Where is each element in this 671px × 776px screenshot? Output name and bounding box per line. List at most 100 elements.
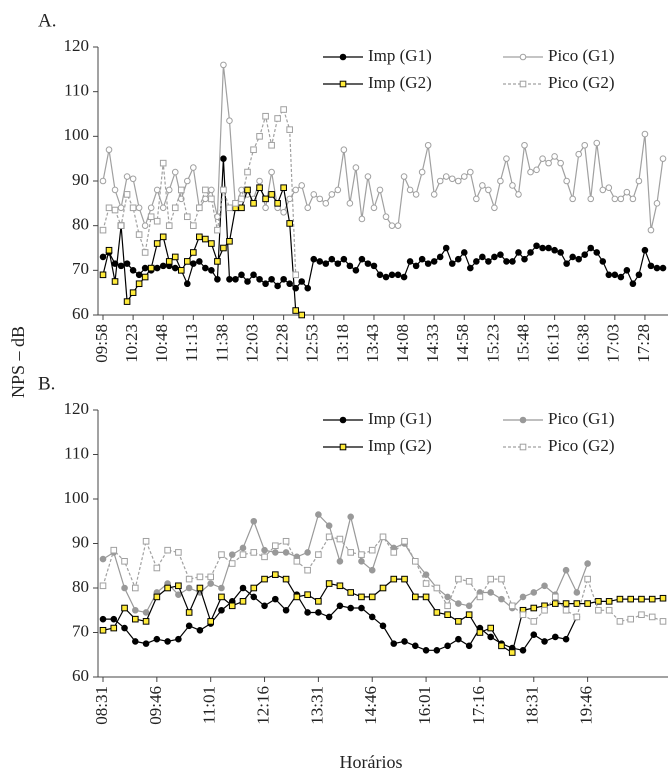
- data-marker: [635, 271, 643, 279]
- data-marker: [129, 289, 137, 296]
- data-marker: [184, 258, 191, 265]
- x-tick-label: 15:48: [513, 324, 532, 363]
- data-marker: [448, 175, 456, 183]
- data-marker: [552, 600, 559, 607]
- data-marker: [503, 155, 510, 162]
- data-marker: [406, 258, 414, 265]
- data-marker: [379, 584, 387, 592]
- data-marker: [509, 182, 516, 189]
- data-marker: [99, 271, 107, 279]
- data-marker: [190, 260, 197, 267]
- data-marker: [298, 311, 306, 319]
- data-marker: [261, 553, 268, 561]
- data-marker: [238, 204, 245, 212]
- data-marker: [135, 204, 143, 212]
- x-tick-label: 14:08: [393, 324, 412, 363]
- data-marker: [346, 262, 354, 270]
- data-marker: [562, 566, 570, 574]
- data-marker: [465, 602, 473, 610]
- legend-label: Imp (G2): [368, 436, 432, 455]
- data-marker: [286, 280, 293, 288]
- data-marker: [379, 533, 387, 541]
- data-marker: [653, 200, 661, 207]
- legend-item: Imp (G1): [323, 409, 432, 428]
- data-marker: [635, 177, 643, 185]
- data-marker: [292, 186, 299, 194]
- data-marker: [545, 159, 552, 167]
- data-marker: [336, 582, 344, 590]
- data-marker: [479, 253, 486, 261]
- data-marker: [422, 647, 430, 654]
- x-tick-label: 10:48: [152, 324, 171, 363]
- series-line: [102, 64, 664, 231]
- data-marker: [388, 271, 396, 279]
- legend-label: Pico (G1): [548, 46, 615, 65]
- panel-label: B.: [38, 373, 55, 394]
- data-marker: [129, 267, 137, 274]
- data-marker: [141, 273, 149, 281]
- data-marker: [218, 593, 225, 601]
- y-tick-label: 100: [64, 125, 90, 144]
- data-marker: [465, 578, 473, 585]
- data-marker: [515, 191, 522, 198]
- data-marker: [153, 217, 161, 225]
- data-marker: [293, 558, 301, 565]
- data-marker: [444, 642, 451, 650]
- data-marker: [617, 195, 625, 203]
- y-tick-label: 100: [64, 488, 90, 507]
- data-marker: [487, 575, 494, 583]
- data-marker: [282, 537, 290, 545]
- data-marker: [220, 155, 227, 162]
- data-marker: [358, 593, 365, 601]
- data-marker: [282, 606, 290, 614]
- data-marker: [298, 182, 306, 189]
- data-marker: [593, 249, 601, 256]
- data-marker: [256, 275, 263, 283]
- data-marker: [584, 600, 591, 607]
- data-marker: [575, 255, 582, 263]
- data-marker: [436, 253, 444, 261]
- data-marker: [557, 159, 564, 167]
- legend-item: Imp (G2): [323, 73, 432, 92]
- data-marker: [412, 593, 419, 601]
- data-marker: [262, 112, 269, 120]
- legend-label: Imp (G1): [368, 409, 432, 428]
- data-marker: [340, 255, 348, 263]
- data-marker: [575, 150, 582, 158]
- data-marker: [659, 264, 667, 272]
- data-marker: [368, 546, 376, 554]
- data-marker: [239, 544, 247, 552]
- x-tick-label: 16:01: [415, 686, 434, 725]
- x-tick-label: 10:23: [122, 324, 141, 363]
- legend-label: Imp (G2): [368, 73, 432, 92]
- data-marker: [196, 233, 203, 241]
- data-marker: [541, 606, 548, 614]
- series-line: [102, 513, 589, 614]
- data-marker: [226, 117, 233, 124]
- data-marker: [105, 246, 113, 254]
- data-marker: [659, 594, 667, 602]
- data-marker: [244, 168, 251, 176]
- legend-item: Pico (G1): [503, 409, 615, 428]
- data-marker: [595, 598, 602, 605]
- data-marker: [648, 613, 656, 621]
- data-marker: [220, 244, 227, 252]
- data-marker: [433, 647, 441, 654]
- data-marker: [272, 549, 279, 556]
- data-marker: [467, 168, 474, 176]
- data-marker: [232, 200, 239, 207]
- data-marker: [196, 584, 204, 592]
- data-marker: [315, 511, 322, 518]
- data-marker: [185, 575, 193, 583]
- data-marker: [132, 584, 139, 592]
- data-marker: [171, 264, 179, 272]
- data-marker: [142, 609, 150, 616]
- data-marker: [465, 642, 473, 650]
- data-marker: [244, 186, 251, 194]
- data-marker: [587, 195, 595, 203]
- data-marker: [629, 280, 637, 288]
- data-marker: [207, 618, 214, 625]
- data-marker: [202, 235, 209, 243]
- x-tick-label: 13:43: [363, 324, 382, 363]
- x-tick-label: 14:46: [361, 686, 380, 725]
